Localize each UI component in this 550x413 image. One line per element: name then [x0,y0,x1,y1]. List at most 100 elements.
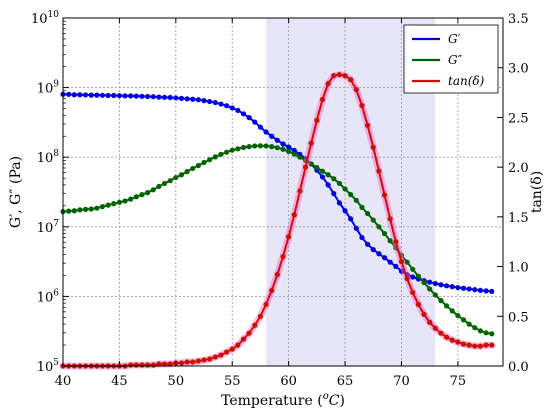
data-point [246,330,252,336]
data-point [201,159,207,166]
data-point [410,274,416,280]
data-point [252,119,258,125]
data-point [489,331,495,337]
data-point [184,96,190,102]
data-point [133,362,139,368]
data-point [184,359,190,365]
data-point [483,342,489,348]
data-point [421,279,427,286]
data-point [201,98,207,104]
data-point [432,280,438,287]
data-point [195,162,201,169]
data-point [466,286,472,292]
data-point [297,188,303,194]
data-point [82,92,89,98]
data-point [286,148,292,155]
data-point [218,352,224,358]
data-point [314,117,320,124]
data-point [139,362,145,368]
data-point [252,143,258,149]
legend-label-g-prime: G′ [448,32,461,46]
data-point [156,183,162,190]
data-point [257,143,264,149]
data-point [116,93,123,99]
y-right-tick-label: 0.5 [508,310,529,325]
data-point [274,145,280,151]
data-point [274,137,280,143]
data-point [438,330,444,336]
data-point [460,285,467,291]
data-point [443,334,450,340]
data-point [348,77,354,83]
y-left-tick-label: 109 [37,80,60,97]
data-point [240,144,247,151]
data-point [427,286,433,292]
data-point [150,94,156,100]
data-point [218,101,224,107]
data-point [105,202,111,208]
legend-label-g-double-prime: G″ [448,53,463,67]
data-point [88,206,94,212]
data-point [269,144,275,150]
data-point [331,176,337,182]
data-point [472,325,478,331]
data-point [325,81,331,87]
y-right-tick-label: 1.5 [508,211,529,226]
x-tick-label: 45 [111,374,128,389]
data-point [455,339,461,345]
data-point [235,146,241,152]
data-point [240,336,247,342]
data-point [398,259,405,265]
data-point [336,72,343,78]
data-point [308,161,314,167]
data-point [66,208,72,214]
data-point [302,164,309,170]
data-point [466,342,472,348]
data-point [404,275,410,282]
data-point [235,342,241,348]
data-point [381,192,388,198]
data-point [173,95,179,101]
data-point [207,98,213,105]
data-point [139,93,145,99]
data-point [370,247,376,253]
data-point [359,204,365,210]
data-point [427,279,433,285]
data-point [415,301,421,307]
data-point [246,144,252,150]
data-point [348,192,354,198]
data-point [477,287,484,293]
data-point [195,97,201,103]
data-point [235,107,241,114]
data-point [319,174,326,180]
data-point [133,93,139,99]
y-axis-right-title: tan(δ) [529,171,545,213]
data-point [449,284,455,290]
data-point [308,140,314,146]
data-point [161,94,168,100]
data-point [71,92,77,98]
data-point [207,157,213,163]
data-point [207,356,213,362]
y-left-tick-label: 1010 [31,10,59,27]
data-point [314,164,320,171]
data-point [460,341,467,347]
data-point [404,259,410,265]
data-point [286,234,292,240]
data-point [381,230,388,237]
data-point [477,343,484,349]
data-point [190,96,196,102]
data-point [483,330,489,336]
data-point [66,91,72,97]
data-point [77,207,83,213]
data-point [139,192,145,198]
data-point [116,199,123,205]
data-point [88,92,94,98]
data-point [111,92,117,99]
data-point [178,172,185,178]
data-point [212,354,218,360]
data-point [331,73,337,79]
data-point [365,210,371,217]
data-point [94,92,100,98]
